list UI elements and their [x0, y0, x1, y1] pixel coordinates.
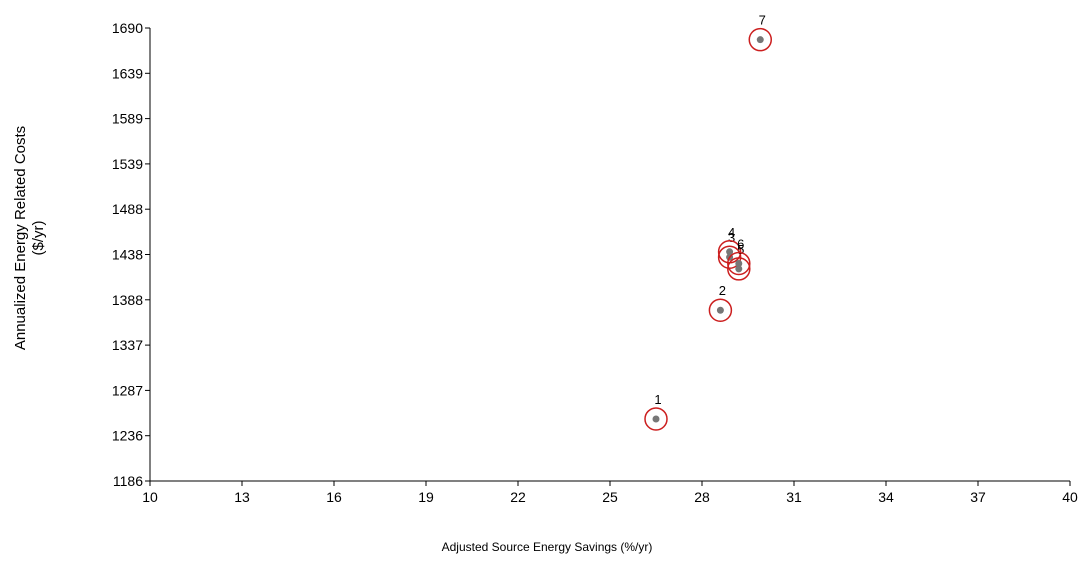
point-label: 6: [737, 236, 744, 251]
data-point: 6: [727, 236, 751, 276]
point-marker-dot: [735, 259, 743, 267]
point-label: 1: [654, 392, 661, 407]
point-label: 2: [719, 283, 726, 298]
y-tick-label: 1488: [112, 201, 143, 217]
data-point: 7: [748, 13, 773, 52]
point-marker-dot: [726, 248, 734, 256]
x-tick-label: 28: [694, 489, 710, 505]
x-tick-label: 19: [418, 489, 434, 505]
y-tick-label: 1589: [112, 111, 143, 127]
point-marker-dot: [735, 265, 743, 273]
y-tick-label: 1337: [112, 337, 143, 353]
point-marker-dot: [652, 415, 660, 423]
x-tick-label: 34: [878, 489, 894, 505]
point-marker-ring: [748, 27, 773, 52]
point-marker-dot: [716, 306, 724, 314]
y-tick-label: 1287: [112, 382, 143, 398]
point-marker-dot: [756, 36, 764, 44]
data-point: 2: [708, 283, 733, 322]
y-tick-label: 1236: [112, 428, 143, 444]
x-tick-label: 16: [326, 489, 342, 505]
ticks: 10 13 16 19 22 25 28 31 34 37 40118612361287133713…: [112, 20, 1078, 505]
y-axis-label-line-1: Annualized Energy Related Costs: [12, 126, 29, 350]
x-tick-label: 22: [510, 489, 526, 505]
x-tick-label: 37: [970, 489, 986, 505]
point-marker-ring: [727, 257, 751, 281]
data-point: 5: [727, 242, 751, 281]
y-tick-label: 1639: [112, 65, 143, 81]
axes: [149, 28, 1070, 482]
x-tick-label: 10: [142, 489, 158, 505]
point-marker-ring: [708, 298, 733, 322]
x-tick-label: 31: [786, 489, 802, 505]
y-tick-label: 1539: [112, 156, 143, 172]
point-label: 7: [759, 13, 766, 28]
data-point: 1: [644, 392, 668, 431]
y-tick-label: 1388: [112, 292, 143, 308]
x-tick-label: 13: [234, 489, 250, 505]
point-marker-ring: [727, 251, 751, 276]
x-tick-label: 40: [1062, 489, 1078, 505]
x-axis-label: Adjusted Source Energy Savings (%/yr): [442, 540, 653, 554]
point-label: 3: [728, 230, 735, 245]
x-tick-label: 25: [602, 489, 618, 505]
y-tick-label: 1186: [113, 473, 143, 489]
point-label: 5: [737, 242, 744, 257]
point-label: 4: [728, 225, 735, 240]
point-marker-ring: [644, 407, 668, 431]
y-axis-label-line-2: ($/yr): [30, 221, 47, 256]
y-tick-label: 1690: [112, 20, 143, 36]
y-tick-label: 1438: [112, 247, 143, 263]
